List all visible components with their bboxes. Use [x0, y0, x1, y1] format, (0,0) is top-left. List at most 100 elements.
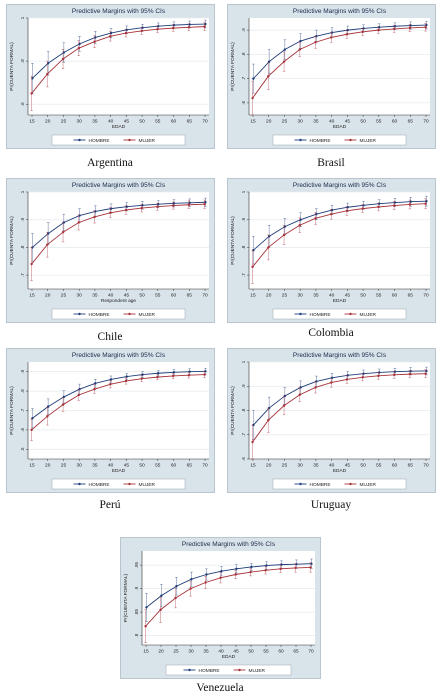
series-line-hombre — [253, 370, 427, 426]
legend-label-hombre: HOMBRE — [89, 138, 110, 144]
x-tick-label: 55 — [376, 119, 382, 125]
x-tick-label: 55 — [155, 463, 161, 469]
legend-marker — [299, 312, 302, 316]
data-point-mujer — [124, 379, 128, 383]
data-point-mujer — [77, 221, 80, 224]
data-point-mujer — [330, 212, 333, 216]
country-label-colombia: Colombia — [308, 327, 354, 339]
series-line-mujer — [252, 373, 426, 443]
y-axis-label: Pr(CUENTA FORMAL) — [9, 216, 15, 265]
plot-area — [28, 192, 209, 289]
x-tick-label: 15 — [250, 463, 256, 469]
data-point-mujer — [377, 374, 380, 378]
y-axis-label: Pr(CUENTA FORMAL) — [230, 42, 236, 91]
legend-label-mujer: MUJER — [139, 138, 156, 144]
y-tick-label: .7 — [20, 408, 25, 412]
data-point-mujer — [109, 383, 112, 386]
x-tick-label: 30 — [298, 293, 304, 299]
chart-argentina: Predictive Margins with 95% CIs .6 .8 1 Pr(C… — [6, 4, 215, 149]
data-point-mujer — [345, 378, 349, 381]
x-tick-label: 65 — [293, 649, 299, 655]
data-point-mujer — [93, 40, 96, 43]
data-point-hombre — [160, 594, 163, 597]
x-tick-label: 70 — [308, 649, 314, 655]
data-point-mujer — [156, 28, 159, 31]
y-tick-label: .6 — [241, 101, 246, 105]
chart-title: Predictive Margins with 95% CIs — [293, 352, 387, 359]
chart-venezuela: Predictive Margins with 95% CIs .8 .85 .9 .9… — [120, 537, 321, 679]
data-point-mujer — [46, 243, 49, 246]
data-point-mujer — [124, 31, 128, 35]
data-point-hombre — [157, 372, 160, 375]
data-point-mujer — [377, 205, 380, 209]
x-tick-label: 55 — [263, 649, 269, 655]
x-tick-label: 25 — [61, 293, 67, 299]
data-point-mujer — [77, 46, 80, 50]
x-axis-label: EDAD — [222, 654, 236, 660]
x-axis-label: EDAD — [112, 124, 126, 130]
series-line-mujer — [31, 374, 205, 431]
data-point-mujer — [345, 33, 349, 36]
x-axis-label: EDAD — [333, 298, 347, 304]
legend-label-hombre: HOMBRE — [89, 482, 110, 488]
series-line-mujer — [31, 26, 205, 94]
x-tick-label: 25 — [282, 463, 288, 469]
data-point-mujer — [219, 576, 222, 579]
y-tick-label: .5 — [20, 447, 25, 451]
chart-colombia: Predictive Margins with 95% CIs .7 .8 .9 1 Pr… — [227, 178, 436, 323]
x-tick-label: 70 — [202, 119, 208, 125]
legend-marker — [128, 312, 131, 316]
x-tick-label: 65 — [187, 463, 193, 469]
legend-label-mujer: MUJER — [139, 482, 156, 488]
data-point-mujer — [298, 224, 301, 227]
x-tick-label: 65 — [408, 119, 414, 125]
series-line-mujer — [31, 203, 205, 265]
x-tick-label: 45 — [345, 463, 351, 469]
x-tick-label: 45 — [124, 119, 130, 125]
country-label-brasil: Brasil — [317, 157, 345, 169]
data-point-mujer — [314, 217, 317, 220]
data-point-mujer — [377, 28, 380, 32]
x-tick-label: 30 — [77, 293, 83, 299]
x-tick-label: 50 — [360, 463, 366, 469]
x-tick-label: 35 — [92, 463, 98, 469]
data-point-hombre — [220, 570, 223, 573]
x-tick-label: 20 — [45, 293, 51, 299]
x-tick-label: 60 — [392, 293, 398, 299]
x-tick-label: 70 — [202, 293, 208, 299]
x-tick-label: 60 — [171, 293, 177, 299]
chart-peru: Predictive Margins with 95% CIs .5 .6 .7 .8.… — [6, 348, 215, 493]
data-point-mujer — [298, 393, 301, 396]
y-tick-label: .8 — [20, 59, 25, 63]
chart-title: Predictive Margins with 95% CIs — [72, 352, 166, 359]
data-point-hombre — [235, 567, 238, 571]
data-point-mujer — [424, 202, 427, 205]
data-point-mujer — [156, 375, 159, 379]
y-tick-label: .6 — [20, 102, 25, 106]
legend-box — [51, 308, 186, 320]
series-line-hombre — [32, 23, 206, 79]
x-tick-label: 70 — [423, 293, 429, 299]
y-tick-label: 1 — [241, 190, 246, 193]
chart-panel-uruguay: Predictive Margins with 95% CIs .6 .7 .8 .9 1… — [227, 348, 436, 493]
x-tick-label: 25 — [61, 463, 67, 469]
data-point-hombre — [46, 405, 50, 408]
x-tick-label: 45 — [345, 293, 351, 299]
data-point-mujer — [234, 573, 237, 576]
x-tick-label: 35 — [203, 649, 209, 655]
legend-marker — [349, 482, 352, 486]
x-tick-label: 40 — [108, 119, 114, 125]
data-point-mujer — [361, 30, 364, 34]
y-tick-label: .9 — [241, 384, 246, 388]
x-tick-label: 40 — [218, 649, 224, 655]
data-point-mujer — [309, 566, 312, 569]
legend-marker — [78, 482, 81, 486]
legend-label-hombre: HOMBRE — [199, 668, 220, 674]
series-line-hombre — [32, 201, 206, 248]
data-point-mujer — [267, 419, 270, 422]
x-tick-label: 50 — [360, 119, 366, 125]
legend-label-mujer: MUJER — [139, 312, 156, 318]
x-tick-label: 30 — [298, 119, 304, 125]
plot-area — [249, 192, 430, 289]
data-point-mujer — [46, 415, 49, 418]
